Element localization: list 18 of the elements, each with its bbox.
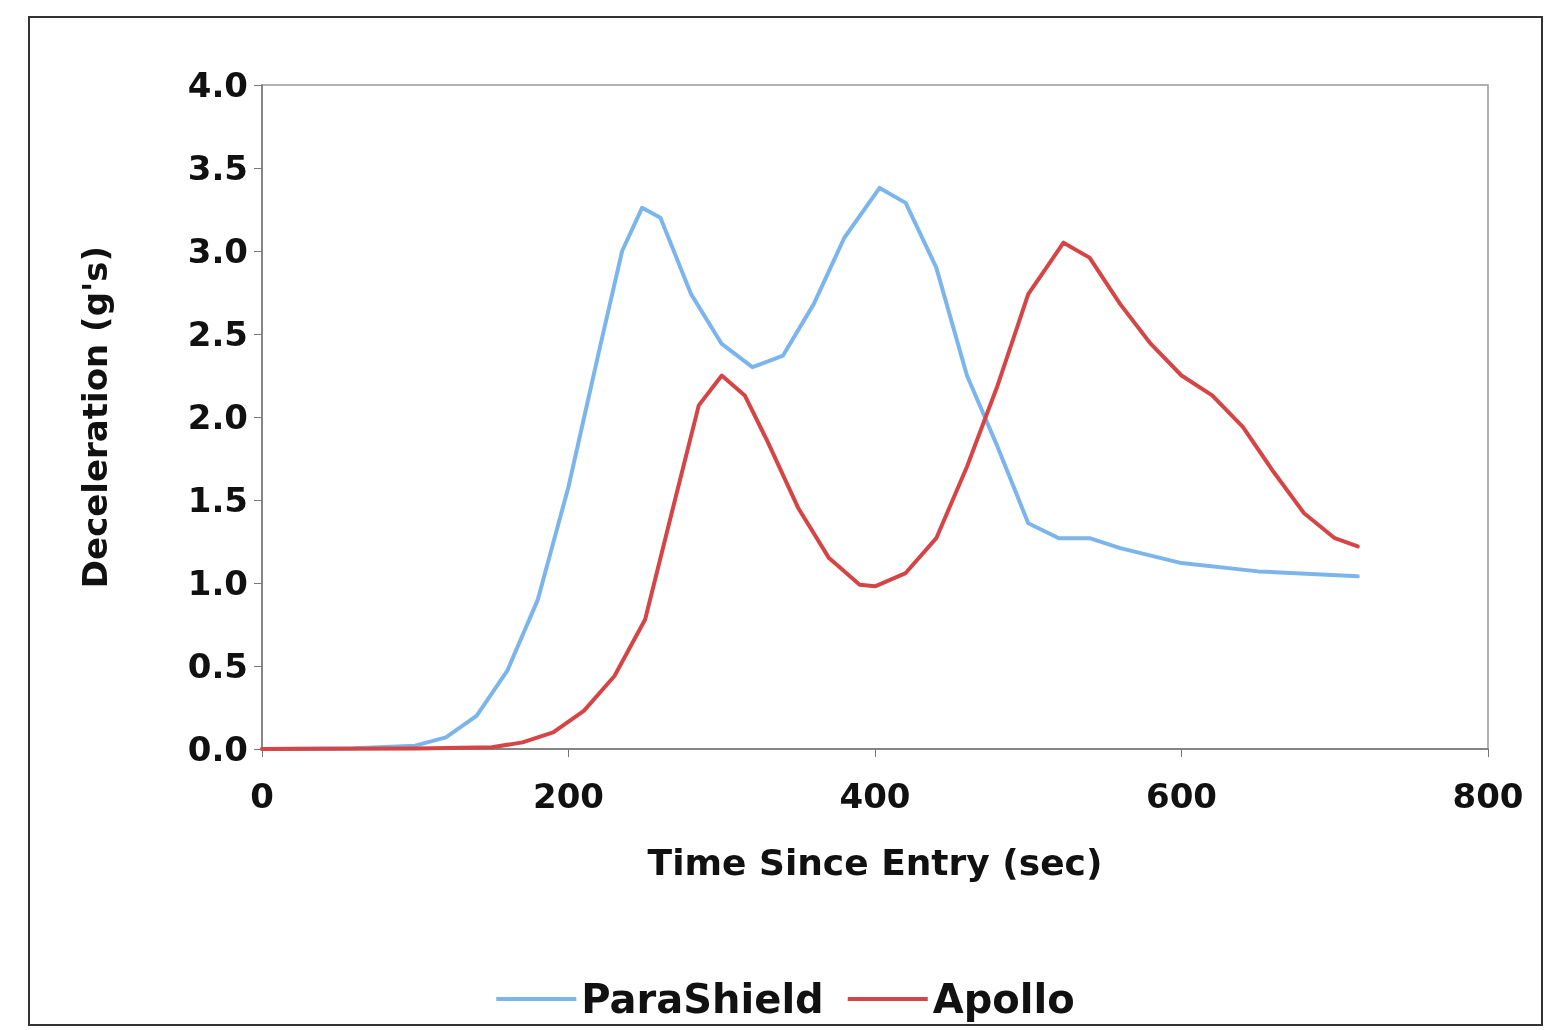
y-tick-label: 0.0 bbox=[187, 729, 248, 769]
y-tick-label: 3.5 bbox=[187, 148, 248, 188]
legend-label: Apollo bbox=[932, 976, 1075, 1022]
y-tick-label: 0.5 bbox=[187, 646, 248, 686]
x-tick-label: 800 bbox=[1452, 776, 1524, 816]
x-tick-label: 0 bbox=[250, 776, 274, 816]
y-tick-label: 4.0 bbox=[187, 65, 248, 105]
y-tick-label: 1.5 bbox=[187, 480, 248, 520]
x-tick-label: 200 bbox=[533, 776, 604, 816]
y-tick-label: 2.0 bbox=[187, 397, 248, 437]
y-tick-label: 1.0 bbox=[187, 563, 248, 603]
x-tick-label: 400 bbox=[839, 776, 911, 816]
x-tick-label: 600 bbox=[1146, 776, 1217, 816]
legend-label: ParaShield bbox=[581, 976, 824, 1022]
x-axis-title: Time Since Entry (sec) bbox=[647, 841, 1103, 883]
y-axis-title: Deceleration (g's) bbox=[75, 245, 115, 589]
y-tick-label: 2.5 bbox=[187, 314, 248, 354]
y-tick-label: 3.0 bbox=[187, 231, 248, 271]
